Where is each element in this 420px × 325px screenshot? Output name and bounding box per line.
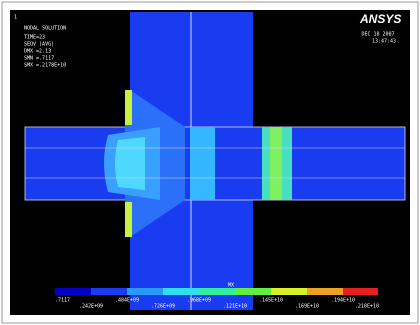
legend-label: .7117 [55,298,70,304]
legend-label: .145E+10 [259,298,283,304]
info-line: SMN =.7117 [24,56,54,62]
color-step [55,288,91,295]
info-line: SMX =.2178E+10 [24,63,66,69]
legend-label: .121E+10 [223,304,247,310]
legend-label: .484E+09 [115,298,139,304]
color-bar [55,288,378,295]
stress-band [190,127,215,200]
stress-zone [115,137,145,190]
date: DEC 18 2007 [361,32,394,38]
legend-label: .242E+09 [79,304,103,310]
color-step [271,288,307,295]
weld-toe [125,90,132,125]
time: 13:47:43 [372,39,396,45]
title: NODAL SOLUTION [24,26,66,32]
color-step [343,288,378,295]
color-step [91,288,127,295]
color-step [235,288,271,295]
info-line: DMX =2.13 [24,49,51,55]
legend-label: .169E+10 [295,304,319,310]
color-step [199,288,235,295]
marker: MX [228,283,234,289]
mesh-line [25,147,405,179]
legend-label: .194E+10 [331,298,355,304]
info-line: SEQV (AVG) [24,42,54,48]
info-line: TIME=23 [24,35,45,41]
color-step [127,288,163,295]
legend-label: .726E+09 [151,304,175,310]
logo: ANSYS [359,12,401,26]
color-step [163,288,199,295]
weld-toe [125,202,132,237]
color-step [307,288,343,295]
window-number: 1 [14,15,17,21]
stress-band [270,127,282,200]
legend-label: .218E+10 [355,304,379,310]
legend-label: .968E+09 [187,298,211,304]
